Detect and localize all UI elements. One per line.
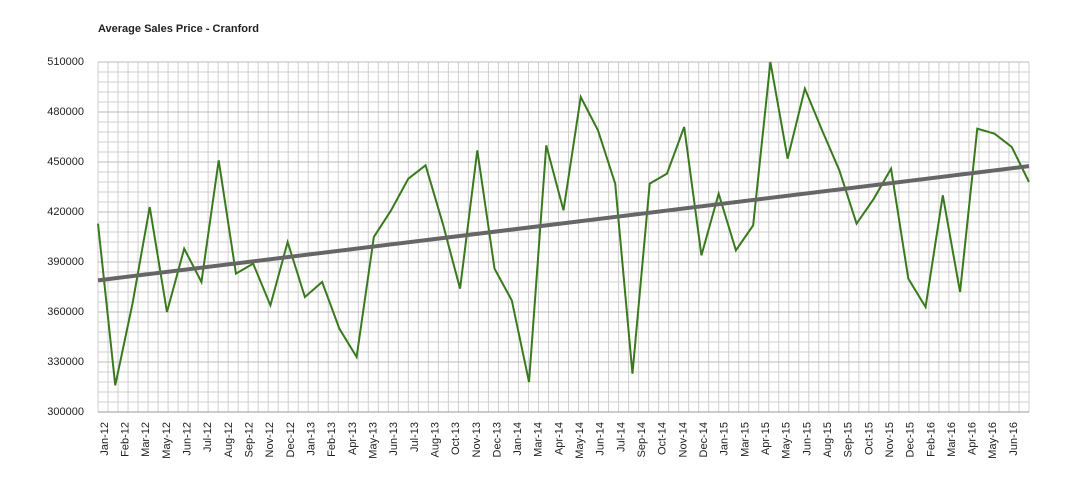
x-tick-label: May-15 <box>781 422 793 459</box>
x-tick-label: Mar-15 <box>739 422 751 457</box>
x-tick-label: Feb-16 <box>925 422 937 457</box>
x-tick-label: Aug-12 <box>223 422 235 457</box>
x-tick-label: Jan-12 <box>99 422 111 456</box>
x-tick-label: Jun-15 <box>801 422 813 456</box>
x-tick-label: May-14 <box>574 422 586 459</box>
x-tick-label: Oct-14 <box>657 422 669 455</box>
x-tick-label: Dec-12 <box>285 422 297 457</box>
x-tick-label: Apr-15 <box>760 422 772 455</box>
x-tick-label: Jun-16 <box>1008 422 1020 456</box>
x-tick-label: Dec-15 <box>905 422 917 457</box>
y-tick-label: 300000 <box>47 406 84 418</box>
x-tick-label: Mar-14 <box>533 422 545 457</box>
x-tick-label: May-16 <box>987 422 999 459</box>
x-tick-label: Jan-14 <box>512 422 524 456</box>
x-tick-label: May-13 <box>367 422 379 459</box>
x-tick-label: Mar-12 <box>140 422 152 457</box>
x-tick-label: Jul-12 <box>202 422 214 452</box>
x-tick-label: Jan-15 <box>719 422 731 456</box>
y-tick-label: 510000 <box>47 56 84 68</box>
x-tick-label: Apr-13 <box>347 422 359 455</box>
x-tick-label: Dec-13 <box>491 422 503 457</box>
x-tick-label: Jul-14 <box>615 422 627 452</box>
data-line <box>97 61 1030 386</box>
x-tick-label: Jun-12 <box>182 422 194 456</box>
x-tick-label: Oct-13 <box>450 422 462 455</box>
x-tick-label: Nov-12 <box>264 422 276 457</box>
x-tick-label: Aug-15 <box>822 422 834 457</box>
x-tick-label: Dec-14 <box>698 422 710 457</box>
x-tick-label: Sep-12 <box>244 422 256 457</box>
y-tick-label: 360000 <box>47 306 84 318</box>
x-tick-label: Jan-13 <box>305 422 317 456</box>
x-tick-label: Mar-16 <box>946 422 958 457</box>
y-tick-label: 480000 <box>47 106 84 118</box>
x-tick-label: May-12 <box>161 422 173 459</box>
trend-line <box>97 164 1030 283</box>
x-tick-label: Sep-15 <box>843 422 855 457</box>
y-tick-label: 450000 <box>47 156 84 168</box>
chart-title: Average Sales Price - Cranford <box>98 23 259 35</box>
y-tick-label: 420000 <box>47 206 84 218</box>
x-tick-label: Sep-14 <box>636 422 648 457</box>
x-tick-label: Feb-13 <box>326 422 338 457</box>
x-tick-label: Jul-13 <box>409 422 421 452</box>
x-tick-label: Aug-13 <box>429 422 441 457</box>
x-tick-label: Apr-14 <box>553 422 565 455</box>
x-tick-label: Apr-16 <box>967 422 979 455</box>
y-tick-label: 390000 <box>47 256 84 268</box>
x-tick-label: Nov-13 <box>471 422 483 457</box>
y-tick-label: 330000 <box>47 356 84 368</box>
x-tick-label: Jun-14 <box>595 422 607 456</box>
x-tick-label: Nov-14 <box>677 422 689 457</box>
x-tick-label: Nov-15 <box>884 422 896 457</box>
x-tick-label: Feb-12 <box>120 422 132 457</box>
x-tick-label: Oct-15 <box>863 422 875 455</box>
x-tick-label: Jun-13 <box>388 422 400 456</box>
